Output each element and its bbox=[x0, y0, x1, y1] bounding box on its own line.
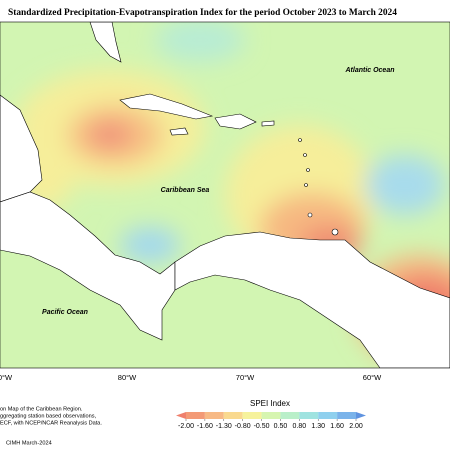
legend-tick-label: 0.80 bbox=[293, 423, 307, 430]
legend-arrow bbox=[356, 412, 366, 419]
ocean-label: Atlantic Ocean bbox=[344, 67, 394, 74]
title: Standardized Precipitation-Evapotranspir… bbox=[8, 8, 397, 18]
legend-tick-label: -0.50 bbox=[254, 423, 270, 430]
legend-tick-label: -0.80 bbox=[235, 423, 251, 430]
longitude-label: 60°W bbox=[363, 373, 382, 382]
map-frame bbox=[0, 21, 450, 369]
legend-tick-label: 1.60 bbox=[330, 423, 344, 430]
legend-title: SPEI Index bbox=[250, 399, 290, 408]
footnote: ECF, with NCEP/NCAR Reanalysis Data. bbox=[0, 420, 102, 426]
map bbox=[0, 22, 450, 368]
legend-tick-label: 0.50 bbox=[274, 423, 288, 430]
legend-swatch bbox=[223, 412, 243, 419]
legend-tick-label: 2.00 bbox=[349, 423, 363, 430]
footnote: on Map of the Caribbean Region. bbox=[0, 406, 83, 412]
legend-swatch bbox=[337, 412, 356, 419]
credit: CIMH March-2024 bbox=[6, 440, 52, 446]
longitude-label: 0°W bbox=[0, 373, 13, 382]
legend-tick-label: -1.60 bbox=[197, 423, 213, 430]
legend-swatch bbox=[280, 412, 300, 419]
legend-swatch bbox=[204, 412, 224, 419]
footnote: ggregating station based observations, bbox=[0, 413, 97, 419]
legend-arrow bbox=[176, 412, 186, 419]
ocean-label: Pacific Ocean bbox=[42, 309, 88, 316]
legend-swatch bbox=[299, 412, 319, 419]
legend-tick-label: -1.30 bbox=[216, 423, 232, 430]
legend-swatch bbox=[261, 412, 281, 419]
longitude-label: 80°W bbox=[118, 373, 137, 382]
legend-swatch bbox=[242, 412, 262, 419]
legend-swatch bbox=[318, 412, 338, 419]
legend-tick-label: 1.30 bbox=[311, 423, 325, 430]
legend-tick-label: -2.00 bbox=[178, 423, 194, 430]
legend-swatch bbox=[186, 412, 205, 419]
sea-label: Caribbean Sea bbox=[161, 187, 210, 194]
longitude-label: 70°W bbox=[236, 373, 255, 382]
land bbox=[0, 22, 450, 368]
